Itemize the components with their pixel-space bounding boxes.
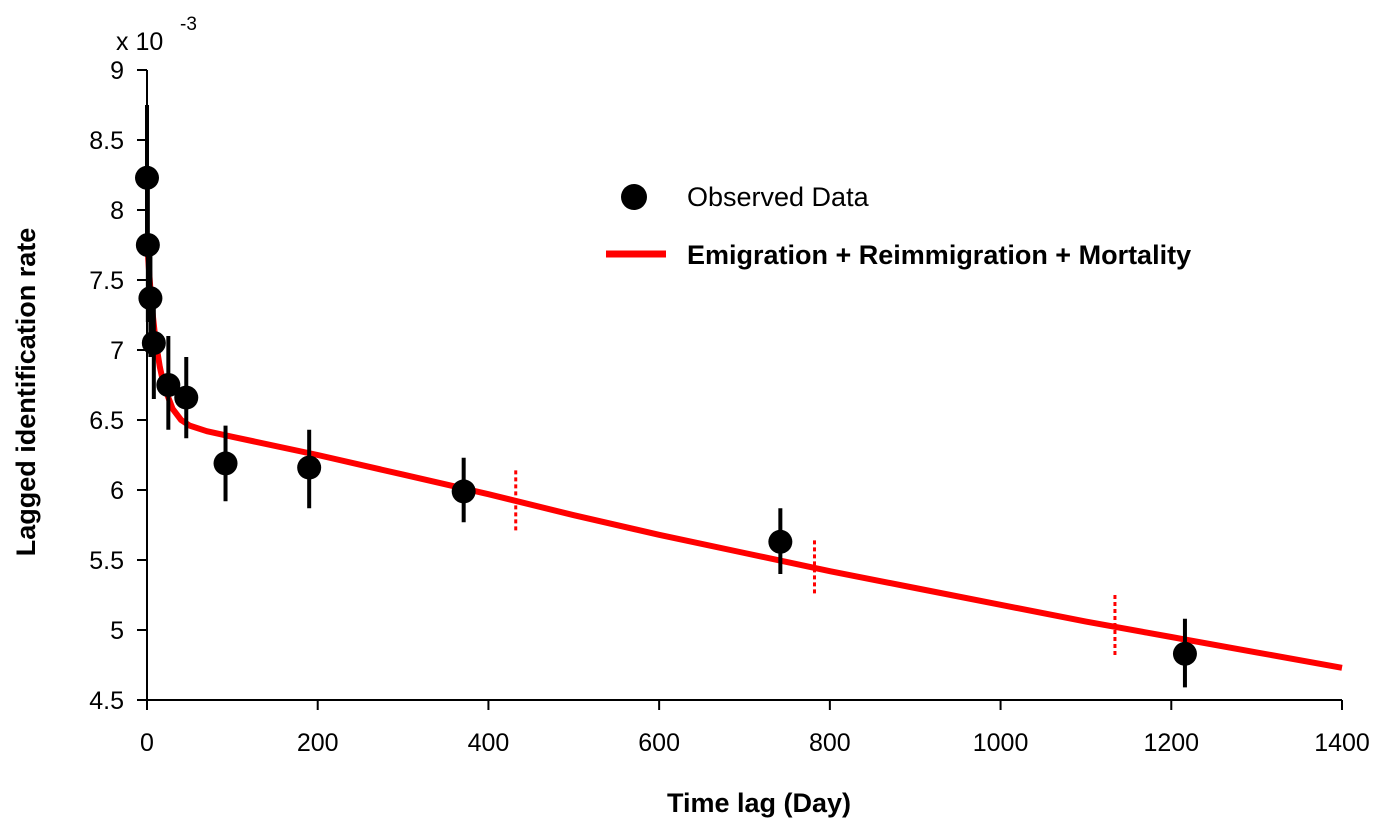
data-point — [451, 479, 476, 504]
y-tick-label: 7.5 — [89, 267, 124, 295]
y-multiplier-label: x 10 — [116, 28, 163, 56]
x-tick-label: 1000 — [973, 729, 1029, 757]
x-tick-label: 1200 — [1143, 729, 1199, 757]
points-layer — [135, 105, 1197, 688]
y-tick-label: 5.5 — [89, 547, 124, 575]
data-point — [141, 331, 166, 355]
data-point — [156, 373, 181, 397]
x-tick-label: 800 — [809, 729, 851, 757]
x-tick-label: 0 — [140, 729, 154, 757]
x-tick-label: 400 — [468, 729, 510, 757]
y-tick-label: 8 — [110, 197, 124, 225]
y-tick-label: 7 — [110, 337, 124, 365]
data-point — [174, 385, 199, 410]
data-point — [138, 286, 163, 311]
legend-label-observed: Observed Data — [687, 182, 870, 212]
x-axis-title: Time lag (Day) — [667, 788, 851, 818]
y-axis-title: Lagged identification rate — [11, 228, 41, 557]
legend-marker-observed — [621, 184, 647, 210]
y-tick-label: 6 — [110, 477, 124, 505]
data-point — [1172, 641, 1197, 666]
y-tick-label: 8.5 — [89, 127, 124, 155]
data-point — [768, 529, 793, 554]
legend: Observed Data Emigration + Reimmigration… — [606, 182, 1191, 270]
x-tick-label: 200 — [297, 729, 339, 757]
y-multiplier-exponent: -3 — [180, 14, 197, 35]
y-tick-label: 9 — [110, 57, 124, 85]
legend-label-model: Emigration + Reimmigration + Mortality — [687, 240, 1191, 270]
data-point — [297, 455, 322, 480]
data-point — [135, 233, 160, 257]
x-tick-label: 600 — [638, 729, 680, 757]
series-layer — [144, 240, 1343, 671]
axes: 0 200 400 600 800 1000 1200 1400 4.5 5 5.5 6 6.5 7 7.5… — [89, 57, 1370, 757]
model-fit-line — [144, 240, 1343, 671]
data-point — [135, 165, 159, 190]
y-tick-label: 4.5 — [89, 687, 124, 715]
data-point — [213, 451, 238, 476]
y-tick-label: 5 — [110, 617, 124, 645]
x-tick-label: 1400 — [1314, 729, 1370, 757]
y-tick-label: 6.5 — [89, 407, 124, 435]
